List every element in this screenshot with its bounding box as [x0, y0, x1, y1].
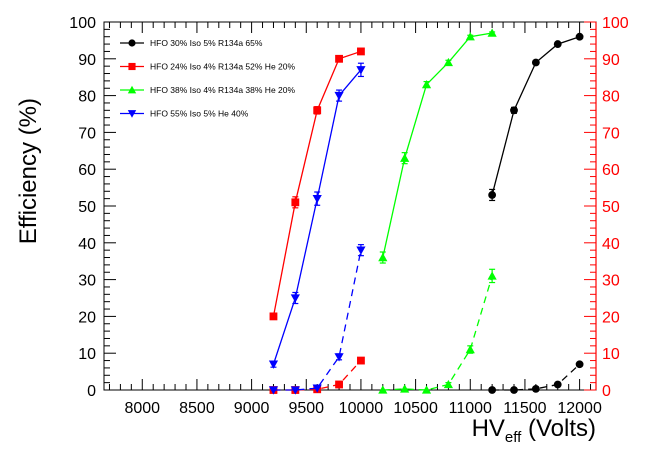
- legend-marker-2: [128, 62, 136, 71]
- efficiency-point: [356, 66, 366, 75]
- x-tick-label: 12000: [557, 400, 602, 417]
- y2-tick-label: 50: [602, 199, 620, 216]
- efficiency-point: [312, 194, 322, 204]
- efficiency-line: [382, 32, 493, 258]
- efficiency-point: [488, 191, 497, 199]
- series-4: [268, 62, 366, 395]
- legend-marker-3: [127, 85, 137, 94]
- streamer-point: [488, 386, 497, 394]
- streamer-point: [268, 386, 279, 395]
- efficiency-point: [400, 153, 410, 162]
- efficiency-point: [510, 106, 518, 115]
- streamer-point: [465, 344, 475, 354]
- legend-label-1: HFO 30% Iso 5% R134a 65%: [150, 38, 263, 48]
- streamer-point: [443, 379, 453, 389]
- x-tick-label: 11000: [449, 400, 492, 417]
- y-tick-label: 100: [69, 15, 96, 32]
- streamer-line: [382, 275, 493, 391]
- y-tick-label: 50: [78, 199, 96, 216]
- y-tick-label: 30: [78, 273, 96, 290]
- series-2: [269, 47, 365, 394]
- series-layer: [268, 28, 584, 395]
- x-axis-title-main: HV: [472, 415, 505, 442]
- streamer-point: [531, 384, 540, 393]
- streamer-line: [492, 363, 581, 391]
- streamer-point: [312, 384, 322, 393]
- y-tick-label: 70: [78, 125, 96, 142]
- legend-marker-4: [127, 110, 137, 118]
- y2-tick-label: 30: [602, 273, 620, 290]
- efficiency-point: [421, 79, 432, 89]
- series-3: [378, 28, 497, 394]
- x-tick-label: 11500: [503, 400, 546, 417]
- y2-tick-label: 70: [602, 125, 620, 142]
- x-tick-label: 9500: [288, 400, 324, 417]
- efficiency-point: [378, 252, 388, 262]
- y-axis-title: Efficiency (%): [15, 98, 42, 244]
- efficiency-point: [291, 198, 300, 207]
- efficiency-point: [487, 28, 497, 37]
- streamer-point: [487, 271, 497, 280]
- x-axis-title-subscript: eff: [505, 429, 522, 446]
- streamer-point: [356, 246, 366, 255]
- efficiency-point: [268, 360, 279, 369]
- x-axis-title-suffix: (Volts): [521, 415, 596, 442]
- y-tick-label: 40: [78, 236, 96, 253]
- efficiency-point: [443, 57, 453, 67]
- y2-tick-label: 80: [602, 89, 620, 106]
- y-tick-label: 10: [78, 346, 96, 363]
- y2-tick-label: 20: [602, 309, 620, 326]
- efficiency-point: [465, 32, 475, 41]
- y2-tick-label: 40: [602, 236, 620, 253]
- y-tick-label: 90: [78, 52, 96, 69]
- y-tick-label: 80: [78, 89, 96, 106]
- y-tick-label: 0: [87, 383, 96, 400]
- legend-label-4: HFO 55% Iso 5% He 40%: [150, 109, 249, 119]
- legend-label-3: HFO 38% Iso 4% R134a 38% He 20%: [150, 85, 295, 95]
- series-1: [488, 32, 584, 394]
- efficiency-point: [334, 91, 344, 101]
- legend-marker-1: [128, 39, 136, 47]
- efficiency-point: [575, 32, 584, 41]
- efficiency-point: [313, 106, 322, 115]
- legend-label-2: HFO 24% Iso 4% R134a 52% He 20%: [150, 62, 295, 72]
- y2-tick-label: 90: [602, 52, 620, 69]
- efficiency-point: [553, 40, 562, 48]
- x-tick-label: 10000: [339, 400, 384, 417]
- y2-tick-label: 10: [602, 346, 620, 363]
- efficiency-point: [531, 58, 540, 67]
- x-tick-label: 8000: [124, 400, 160, 417]
- x-tick-label: 10500: [393, 400, 438, 417]
- efficiency-point: [335, 54, 343, 63]
- plot-frame: 8000 8500 9000 9500 10000 10500 11000 11500 1200…: [69, 15, 629, 417]
- streamer-point: [357, 356, 365, 365]
- y2-tick-label: 0: [602, 383, 611, 400]
- y2-tick-label: 100: [602, 15, 629, 32]
- streamer-point: [575, 360, 584, 369]
- streamer-point: [510, 386, 518, 394]
- streamer-point: [335, 380, 343, 389]
- streamer-point: [553, 380, 562, 389]
- efficiency-point: [269, 312, 278, 321]
- legend: HFO 30% Iso 5% R134a 65% HFO 24% Iso 4% R…: [120, 38, 295, 119]
- streamer-point: [290, 386, 300, 395]
- y2-tick-label: 60: [602, 162, 620, 179]
- streamer-line: [273, 250, 362, 391]
- streamer-point: [400, 384, 410, 393]
- efficiency-point: [290, 294, 300, 303]
- plot-area-border: [103, 21, 597, 391]
- efficiency-point: [357, 47, 365, 56]
- y-tick-label: 20: [78, 309, 96, 326]
- streamer-point: [421, 385, 432, 394]
- y-tick-label: 60: [78, 162, 96, 179]
- x-tick-label: 8500: [179, 400, 215, 417]
- x-axis-title: HVeff (Volts): [472, 415, 596, 446]
- x-tick-label: 9000: [234, 400, 270, 417]
- streamer-point: [334, 353, 344, 362]
- streamer-point: [378, 385, 388, 394]
